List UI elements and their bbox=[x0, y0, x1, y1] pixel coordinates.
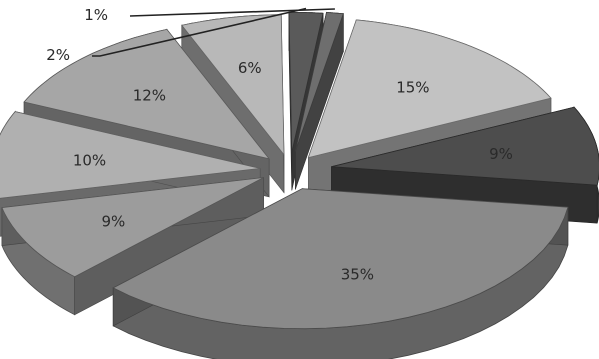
pie-slice-4 bbox=[0, 111, 261, 199]
slice-label-7: 2% bbox=[46, 46, 70, 64]
slice-label-0: 15% bbox=[396, 79, 429, 97]
pie-slice-1 bbox=[331, 106, 599, 186]
pie-slice-6 bbox=[181, 14, 285, 156]
slice-label-4: 10% bbox=[73, 151, 106, 169]
slice-label-6: 6% bbox=[238, 59, 262, 77]
slice-label-2: 35% bbox=[341, 266, 374, 284]
pie-slice-2 bbox=[112, 188, 569, 330]
slice-label-5: 12% bbox=[133, 87, 166, 105]
pie-slice-5 bbox=[23, 28, 271, 160]
pie-slice-8 bbox=[294, 11, 344, 152]
pie-slice-0 bbox=[307, 19, 552, 159]
slice-labels: 15% 9% 35% 9% 10% 12% 6% 2% 1% bbox=[46, 6, 513, 284]
slice-label-8: 1% bbox=[84, 6, 108, 24]
slice-tops bbox=[0, 11, 599, 330]
pie-slice-7 bbox=[288, 11, 324, 153]
leader-line-8 bbox=[129, 8, 335, 17]
pie-slice-3 bbox=[1, 177, 264, 278]
leader-line-7 bbox=[92, 7, 307, 57]
slice-label-1: 9% bbox=[489, 145, 513, 163]
slice-label-3: 9% bbox=[102, 213, 126, 231]
